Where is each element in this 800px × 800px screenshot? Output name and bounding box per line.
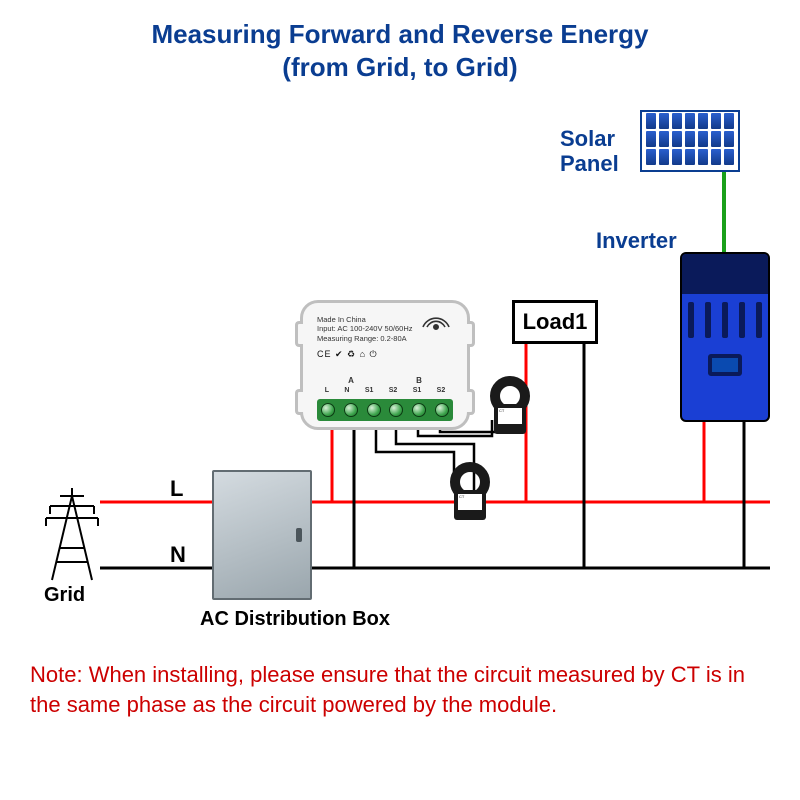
n-label: N — [170, 542, 186, 568]
ct-clamp-1: CT — [488, 376, 532, 440]
diagram-canvas: Measuring Forward and Reverse Energy (fr… — [0, 0, 800, 800]
terminal-labels: LN S1S2 S1S2 — [317, 387, 453, 397]
ac-box-label: AC Distribution Box — [200, 608, 390, 631]
inverter — [680, 252, 770, 422]
grid-label: Grid — [44, 584, 85, 607]
module-info: Made In China Input: AC 100-240V 50/60Hz… — [317, 315, 412, 343]
antenna-icon — [419, 309, 453, 331]
l-label: L — [170, 476, 183, 502]
install-note: Note: When installing, please ensure tha… — [30, 660, 770, 719]
cert-icons: CE ✔ ♻ ⌂ ⏻ — [317, 349, 378, 360]
terminal-block — [317, 399, 453, 421]
energy-meter-module: Made In China Input: AC 100-240V 50/60Hz… — [300, 300, 470, 430]
inverter-label: Inverter — [596, 228, 677, 254]
load1-box: Load1 — [512, 300, 598, 344]
solar-panel — [640, 110, 740, 172]
ct-clamp-2: CT — [448, 462, 492, 526]
solar-panel-label: Solar Panel — [560, 126, 619, 177]
load1-label: Load1 — [523, 309, 588, 335]
ac-distribution-box — [212, 470, 312, 600]
